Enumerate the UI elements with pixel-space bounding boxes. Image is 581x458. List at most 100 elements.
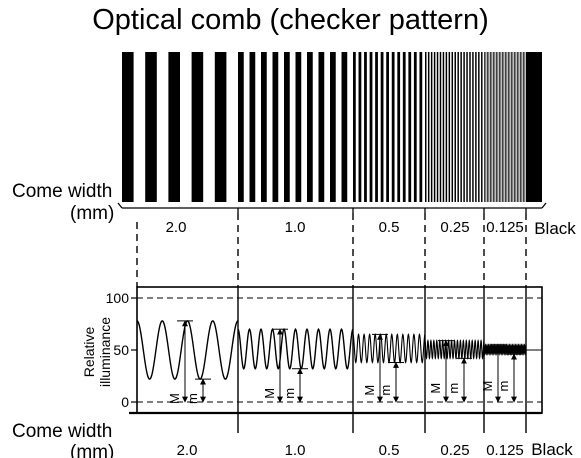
comb-bar bbox=[493, 52, 494, 202]
comb-bar bbox=[439, 52, 442, 202]
comb-bracket bbox=[117, 202, 547, 213]
comb-bar bbox=[463, 52, 465, 202]
comb-width-label: Come width bbox=[12, 181, 112, 202]
comb-bar bbox=[353, 52, 356, 202]
comb-pattern bbox=[122, 52, 542, 202]
comb-bar bbox=[509, 52, 511, 202]
comb-bar bbox=[514, 52, 515, 202]
comb-bar bbox=[484, 52, 485, 202]
comb-bar bbox=[494, 52, 496, 202]
comb-bar bbox=[491, 52, 493, 202]
comb-segment-label-0-125: 0.125 bbox=[486, 219, 524, 236]
graph-gridlines bbox=[137, 297, 542, 403]
comb-segment-label-1-0: 1.0 bbox=[285, 219, 306, 236]
comb-bar bbox=[521, 52, 523, 202]
comb-bar bbox=[469, 52, 471, 202]
max-label: M bbox=[428, 383, 443, 394]
y-ticks bbox=[131, 297, 137, 403]
comb-bar bbox=[436, 52, 439, 202]
y-tick-50: 50 bbox=[113, 342, 129, 358]
comb-bar bbox=[445, 52, 448, 202]
bottom-segment-label-0-25: 0.25 bbox=[440, 442, 469, 458]
comb-bar bbox=[505, 52, 506, 202]
comb-bar bbox=[341, 52, 348, 202]
bottom-segment-label-0-125: 0.125 bbox=[486, 442, 524, 458]
comb-bar bbox=[238, 52, 244, 202]
comb-bar bbox=[524, 52, 526, 202]
comb-width-unit: (mm) bbox=[70, 203, 114, 224]
max-label: M bbox=[362, 385, 377, 396]
comb-bar bbox=[318, 52, 325, 202]
comb-bar bbox=[364, 52, 367, 202]
comb-bar bbox=[272, 52, 279, 202]
max-label: M bbox=[262, 388, 277, 399]
comb-bar bbox=[433, 52, 436, 202]
comb-bar bbox=[448, 52, 451, 202]
comb-bar bbox=[451, 52, 454, 202]
comb-segment-label-black: Black bbox=[534, 219, 576, 238]
comb-bar bbox=[358, 52, 362, 202]
min-label: m bbox=[185, 393, 200, 404]
comb-bar bbox=[496, 52, 497, 202]
comb-segment-label-0-25: 0.25 bbox=[440, 219, 469, 236]
page-title: Optical comb (checker pattern) bbox=[92, 4, 489, 36]
comb-bar bbox=[490, 52, 491, 202]
comb-bar bbox=[500, 52, 502, 202]
waveform-1-0 bbox=[237, 327, 354, 370]
comb-bar bbox=[425, 52, 427, 202]
comb-bar bbox=[520, 52, 521, 202]
comb-bar bbox=[330, 52, 336, 202]
comb-bar bbox=[408, 52, 412, 202]
comb-bar bbox=[295, 52, 302, 202]
y-tick-100: 100 bbox=[106, 290, 130, 306]
comb-bar bbox=[284, 52, 290, 202]
waveform-2-0 bbox=[136, 320, 239, 380]
graph-frame bbox=[129, 286, 543, 433]
y-axis-label-line2: illuminance bbox=[97, 317, 113, 387]
comb-segment-label-2-0: 2.0 bbox=[166, 219, 187, 236]
bottom-segment-label-black: Black bbox=[531, 440, 573, 458]
waveform-0-125 bbox=[483, 343, 527, 356]
comb-bar bbox=[375, 52, 378, 202]
min-label: m bbox=[378, 385, 393, 396]
comb-bar bbox=[391, 52, 395, 202]
comb-bar bbox=[511, 52, 512, 202]
comb-bar bbox=[122, 52, 134, 202]
waveform-0-5 bbox=[352, 333, 426, 364]
comb-bar bbox=[413, 52, 417, 202]
comb-bar bbox=[307, 52, 313, 202]
comb-bar bbox=[402, 52, 406, 202]
comb-bar bbox=[515, 52, 517, 202]
comb-bar bbox=[485, 52, 487, 202]
comb-bar bbox=[475, 52, 477, 202]
comb-bar bbox=[488, 52, 490, 202]
comb-bar bbox=[386, 52, 389, 202]
max-label: M bbox=[480, 381, 495, 392]
comb-bar bbox=[512, 52, 514, 202]
comb-bar bbox=[145, 52, 157, 202]
comb-bar bbox=[502, 52, 503, 202]
min-label: m bbox=[446, 383, 461, 394]
connector-dashes bbox=[136, 213, 527, 287]
comb-bar bbox=[487, 52, 488, 202]
bottom-comb-width-label: Come width bbox=[12, 421, 112, 442]
comb-bar bbox=[380, 52, 384, 202]
comb-bar bbox=[168, 52, 180, 202]
comb-black-region bbox=[526, 52, 542, 202]
comb-segment-label-0-5: 0.5 bbox=[379, 219, 400, 236]
comb-bar bbox=[369, 52, 373, 202]
comb-bar bbox=[249, 52, 256, 202]
comb-bar bbox=[261, 52, 267, 202]
comb-bar bbox=[460, 52, 462, 202]
comb-bar bbox=[214, 52, 227, 202]
comb-bar bbox=[457, 52, 459, 202]
comb-bar bbox=[523, 52, 524, 202]
comb-bar bbox=[472, 52, 474, 202]
comb-bar bbox=[518, 52, 520, 202]
comb-bar bbox=[419, 52, 423, 202]
bottom-segment-label-2-0: 2.0 bbox=[177, 442, 198, 458]
comb-bar bbox=[442, 52, 445, 202]
comb-bar bbox=[499, 52, 500, 202]
